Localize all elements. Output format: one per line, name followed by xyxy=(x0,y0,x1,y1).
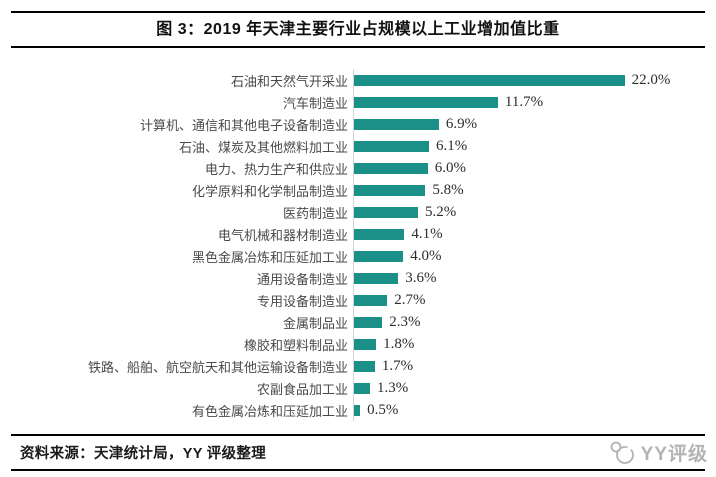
bar-track: 2.3% xyxy=(353,311,705,333)
category-label: 计算机、通信和其他电子设备制造业 xyxy=(139,117,348,133)
bottom-rule xyxy=(11,469,705,471)
category-label: 石油和天然气开采业 xyxy=(230,73,348,89)
bar-track: 6.0% xyxy=(353,157,705,179)
value-label: 4.0% xyxy=(410,247,442,264)
bar xyxy=(354,206,418,218)
category-label: 石油、煤炭及其他燃料加工业 xyxy=(178,139,348,155)
yy-rating-logo: YY评级 xyxy=(607,439,708,467)
chart-row: 电气机械和器材制造业 4.1% xyxy=(11,223,705,245)
category-label: 黑色金属冶炼和压延加工业 xyxy=(191,249,348,265)
bar xyxy=(354,228,405,240)
bar-track: 1.8% xyxy=(353,333,705,355)
figure-title: 图 3：2019 年天津主要行业占规模以上工业增加值比重 xyxy=(156,21,560,38)
chart-row: 汽车制造业 11.7% xyxy=(11,91,705,113)
chart-row: 计算机、通信和其他电子设备制造业 6.9% xyxy=(11,113,705,135)
chart-row: 农副食品加工业 1.3% xyxy=(11,377,705,399)
value-label: 1.8% xyxy=(383,335,415,352)
value-label: 4.1% xyxy=(411,225,443,242)
chart-row: 石油和天然气开采业 22.0% xyxy=(11,69,705,91)
chart-row: 化学原料和化学制品制造业 5.8% xyxy=(11,179,705,201)
bar xyxy=(354,162,428,174)
value-label: 11.7% xyxy=(504,93,544,110)
chart-row: 铁路、船舶、航空航天和其他运输设备制造业 1.7% xyxy=(11,355,705,377)
bar xyxy=(354,404,361,416)
bar xyxy=(354,118,439,130)
category-label: 专用设备制造业 xyxy=(256,293,348,309)
value-label: 3.6% xyxy=(405,269,437,286)
bar-track: 3.6% xyxy=(353,267,705,289)
bar-track: 11.7% xyxy=(353,91,705,113)
chart-row: 石油、煤炭及其他燃料加工业 6.1% xyxy=(11,135,705,157)
bar-track: 5.2% xyxy=(353,201,705,223)
value-label: 6.1% xyxy=(436,137,468,154)
bar xyxy=(354,74,625,86)
chart-row: 专用设备制造业 2.7% xyxy=(11,289,705,311)
category-label: 橡胶和塑料制品业 xyxy=(243,337,348,353)
bar-track: 22.0% xyxy=(353,69,705,91)
value-label: 1.3% xyxy=(376,379,409,396)
top-rule xyxy=(11,11,705,13)
value-label: 22.0% xyxy=(631,71,671,88)
chart-row: 有色金属冶炼和压延加工业 0.5% xyxy=(11,399,705,421)
title-bottom-rule xyxy=(11,46,705,48)
footer-top-rule xyxy=(11,434,705,436)
category-label: 农副食品加工业 xyxy=(256,381,348,397)
bar-track: 1.7% xyxy=(353,355,705,377)
category-label: 铁路、船舶、航空航天和其他运输设备制造业 xyxy=(87,359,348,375)
bar xyxy=(354,360,375,372)
category-label: 电力、热力生产和供应业 xyxy=(204,161,348,177)
bar-track: 5.8% xyxy=(353,179,705,201)
chart-row: 医药制造业 5.2% xyxy=(11,201,705,223)
bar xyxy=(354,250,404,262)
bar xyxy=(354,184,426,196)
bar-track: 1.3% xyxy=(353,377,705,399)
value-label: 5.2% xyxy=(424,203,457,220)
value-label: 5.8% xyxy=(432,181,464,198)
category-label: 化学原料和化学制品制造业 xyxy=(191,183,348,199)
footer: 资料来源：天津统计局，YY 评级整理 YY评级 xyxy=(0,436,716,469)
chart-row: 黑色金属冶炼和压延加工业 4.0% xyxy=(11,245,705,267)
bar xyxy=(354,96,498,108)
category-label: 医药制造业 xyxy=(282,205,348,221)
bar-track: 4.0% xyxy=(353,245,705,267)
bar xyxy=(354,316,383,328)
chart-row: 橡胶和塑料制品业 1.8% xyxy=(11,333,705,355)
bar xyxy=(354,382,370,394)
bar-track: 4.1% xyxy=(353,223,705,245)
category-label: 金属制品业 xyxy=(282,315,348,331)
category-label: 有色金属冶炼和压延加工业 xyxy=(191,403,348,419)
chart-row: 金属制品业 2.3% xyxy=(11,311,705,333)
bar-track: 6.1% xyxy=(353,135,705,157)
bar xyxy=(354,272,399,284)
category-label: 电气机械和器材制造业 xyxy=(217,227,348,243)
logo-sketch-icon xyxy=(610,441,634,464)
value-label: 0.5% xyxy=(367,401,399,418)
bar xyxy=(354,294,388,306)
bar xyxy=(354,140,430,152)
value-label: 1.7% xyxy=(381,357,414,374)
chart-row: 电力、热力生产和供应业 6.0% xyxy=(11,157,705,179)
category-label: 汽车制造业 xyxy=(282,95,348,111)
source-note: 资料来源：天津统计局，YY 评级整理 xyxy=(20,446,267,462)
logo-text: YY评级 xyxy=(640,444,708,465)
value-label: 6.0% xyxy=(434,159,467,176)
value-label: 2.7% xyxy=(394,291,426,308)
bar-chart: 石油和天然气开采业 22.0% 汽车制造业 11.7% 计算机、通信和其他电子设备制造业… xyxy=(11,69,705,421)
bar-track: 6.9% xyxy=(353,113,705,135)
bar-track: 0.5% xyxy=(353,399,705,421)
category-label: 通用设备制造业 xyxy=(256,271,348,287)
bar xyxy=(354,338,377,350)
bar-track: 2.7% xyxy=(353,289,705,311)
value-label: 2.3% xyxy=(389,313,421,330)
chart-row: 通用设备制造业 3.6% xyxy=(11,267,705,289)
value-label: 6.9% xyxy=(445,115,478,132)
